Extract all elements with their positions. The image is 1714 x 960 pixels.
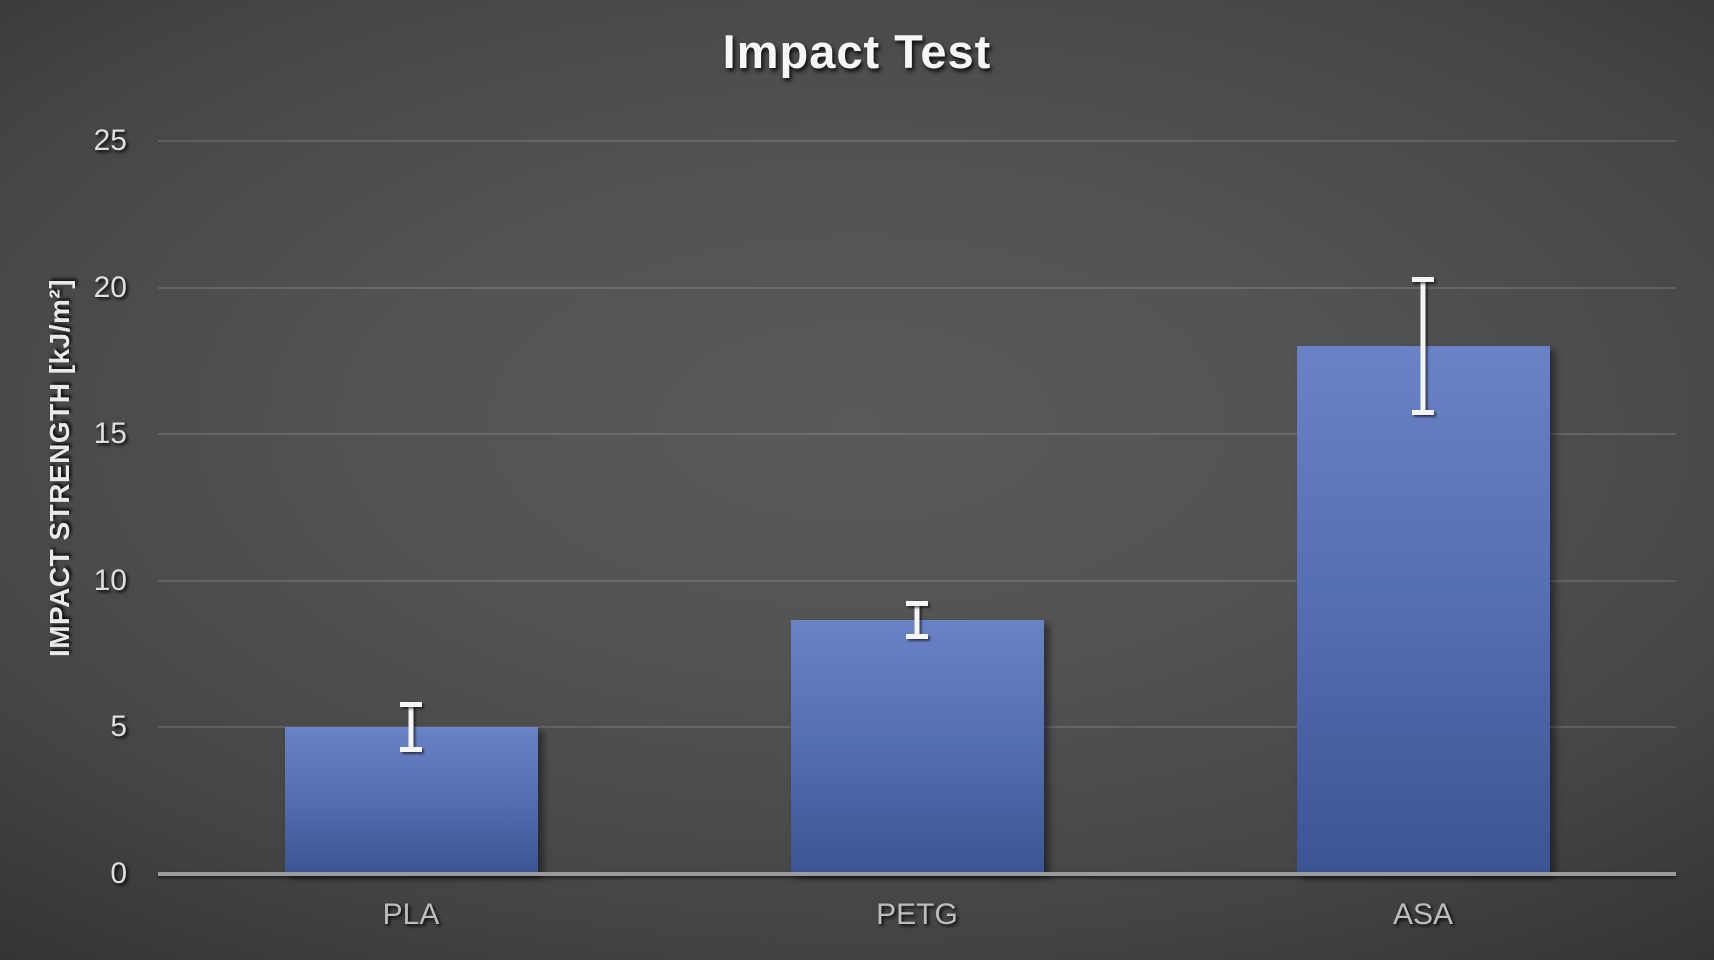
- y-tick-label-0: 0: [110, 857, 127, 890]
- x-category-label-asa: ASA: [1392, 898, 1454, 931]
- error-bar-stem: [408, 702, 414, 753]
- error-bar-cap-top: [400, 702, 422, 708]
- y-tick-label-5: 5: [110, 710, 127, 744]
- error-bar-cap-top: [906, 601, 928, 607]
- gridline-15: [158, 433, 1676, 436]
- x-category-label-petg: PETG: [876, 898, 958, 931]
- error-bar-asa: [1412, 277, 1434, 416]
- gridline-10: [158, 579, 1676, 582]
- y-tick-label-25: 25: [93, 124, 127, 157]
- plot-area: [158, 140, 1676, 876]
- error-bar-cap-bottom: [906, 634, 928, 640]
- gridline-20: [158, 286, 1676, 289]
- error-bar-stem: [1420, 277, 1426, 416]
- chart-title: Impact Test: [722, 25, 992, 78]
- error-bar-cap-bottom: [1412, 410, 1434, 416]
- y-tick-label-20: 20: [93, 270, 127, 304]
- bar-petg: [790, 620, 1044, 874]
- error-bar-stem: [914, 601, 920, 640]
- error-bar-petg: [906, 601, 928, 640]
- bar-asa: [1296, 346, 1550, 874]
- error-bar-cap-bottom: [400, 747, 422, 753]
- gridline-25: [158, 140, 1676, 142]
- error-bar-pla: [400, 702, 422, 753]
- y-tick-label-15: 15: [93, 417, 127, 451]
- x-axis-line: [158, 872, 1676, 876]
- error-bar-cap-top: [1412, 277, 1434, 283]
- y-tick-label-10: 10: [93, 563, 127, 597]
- x-category-label-pla: PLA: [382, 898, 440, 931]
- y-axis-title: IMPACT STRENGTH [kJ/m²]: [44, 278, 75, 658]
